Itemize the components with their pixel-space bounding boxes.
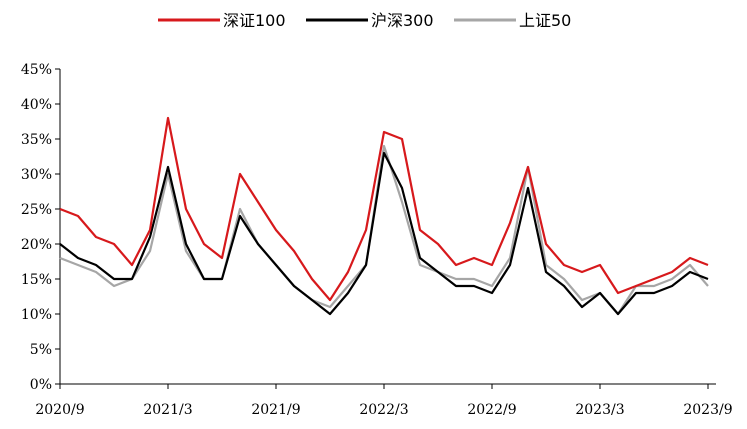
y-tick-label: 45% — [21, 62, 52, 78]
y-tick-label: 5% — [30, 342, 52, 358]
axes: 0% 5% 10% 15% 20% 25% 30% 35% 40% 45% 2020/9 2021/… — [21, 62, 733, 418]
series-line-shangzheng50 — [59, 144, 709, 316]
y-tick-label: 35% — [21, 132, 52, 148]
y-tick-label: 0% — [30, 377, 52, 393]
y-tick-label: 15% — [21, 272, 52, 288]
x-tick-label: 2022/9 — [467, 402, 516, 418]
series-layer — [59, 116, 709, 316]
y-tick-label: 20% — [21, 237, 52, 253]
x-tick-label: 2023/9 — [683, 402, 732, 418]
x-tick-label: 2022/3 — [359, 402, 408, 418]
x-tick-label: 2023/3 — [575, 402, 624, 418]
y-tick-label: 30% — [21, 167, 52, 183]
series-line-shenzheng100 — [59, 116, 709, 302]
legend-label-hushen300: 沪深300 — [371, 11, 434, 30]
legend: 深证100 沪深300 上证50 — [158, 11, 571, 30]
legend-label-shenzheng100: 深证100 — [223, 11, 286, 30]
legend-label-shangzheng50: 上证50 — [519, 11, 571, 30]
x-tick-label: 2021/9 — [251, 402, 300, 418]
x-tick-label: 2020/9 — [35, 402, 84, 418]
y-tick-label: 40% — [21, 97, 52, 113]
y-tick-label: 10% — [21, 307, 52, 323]
y-tick-label: 25% — [21, 202, 52, 218]
x-tick-label: 2021/3 — [143, 402, 192, 418]
series-line-hushen300 — [59, 151, 709, 316]
